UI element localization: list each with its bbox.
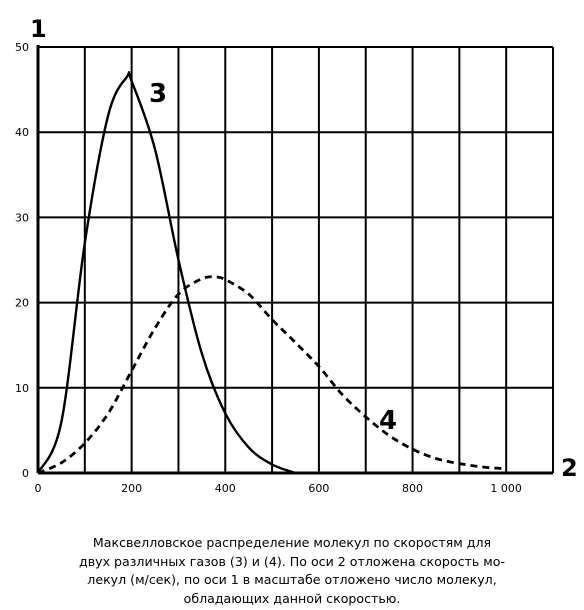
grid <box>38 46 553 473</box>
series-label-4: 4 <box>379 406 397 436</box>
series-line-3 <box>36 71 296 475</box>
series-line-4 <box>37 275 507 475</box>
y-tick-label: 30 <box>15 211 29 224</box>
y-tick-label: 40 <box>15 126 29 139</box>
x-tick-label: 800 <box>402 482 423 495</box>
y-axis-label: 1 <box>30 15 47 43</box>
x-tick-label: 200 <box>121 482 142 495</box>
x-tick-label: 1 000 <box>490 482 522 495</box>
caption-line: обладающих данной скоростью. <box>183 590 401 606</box>
tick-labels: 0 10 20 30 40 50 0 200 400 600 800 1 000 <box>15 41 522 495</box>
caption-line: лекул (м/сек), по оси 1 в масштабе отлож… <box>87 572 497 587</box>
x-tick-label: 600 <box>308 482 329 495</box>
y-tick-label: 50 <box>15 41 29 54</box>
y-tick-label: 0 <box>22 467 29 480</box>
x-tick-label: 0 <box>35 482 42 495</box>
caption-line: двух различных газов (3) и (4). По оси 2… <box>78 553 506 569</box>
series-layer <box>36 71 507 475</box>
y-tick-label: 20 <box>15 297 29 310</box>
x-tick-label: 400 <box>215 482 236 495</box>
x-axis-label: 2 <box>561 454 578 482</box>
figure-caption: Максвелловское распределение молекул по … <box>6 534 578 608</box>
y-tick-label: 10 <box>15 382 29 395</box>
chart: 0 10 20 30 40 50 0 200 400 600 800 1 000 1 2 3 4 <box>15 15 578 495</box>
axes <box>36 45 554 475</box>
series-label-3: 3 <box>149 79 167 109</box>
caption-line: Максвелловское распределение молекул по … <box>92 535 492 550</box>
